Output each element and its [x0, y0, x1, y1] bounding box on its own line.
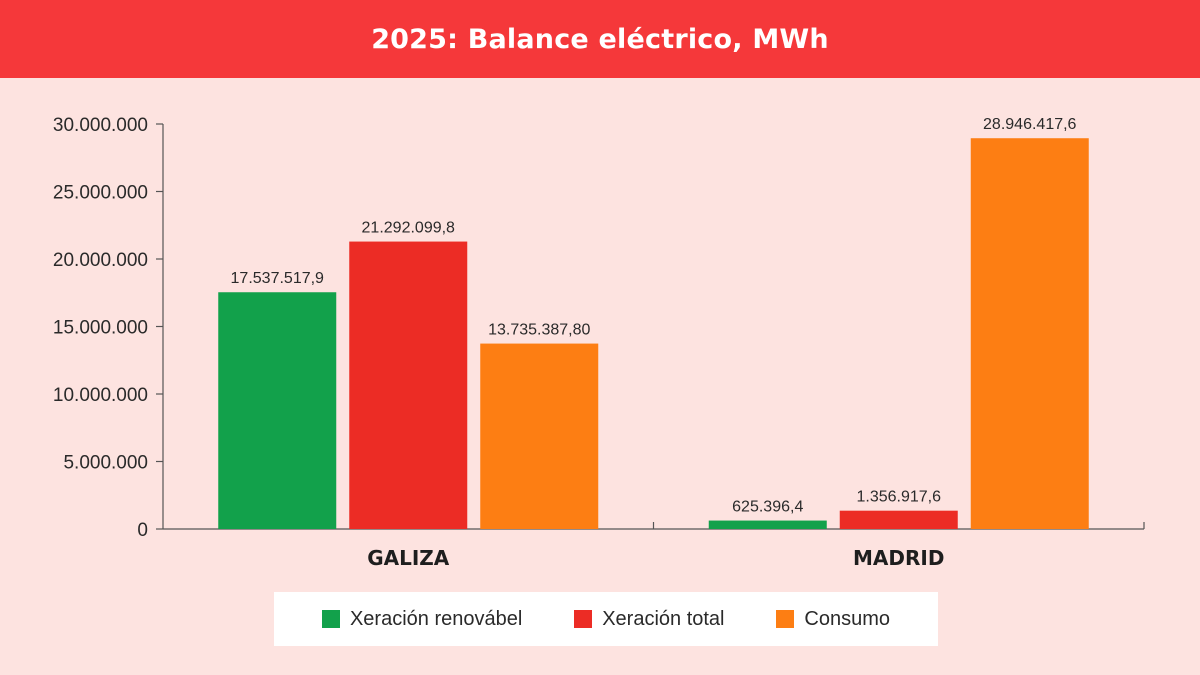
legend-label: Xeración total	[602, 607, 725, 630]
y-tick-label: 30.000.000	[53, 115, 148, 136]
chart-title: 2025: Balance eléctrico, MWh	[371, 23, 829, 55]
y-tick-label: 25.000.000	[53, 183, 148, 204]
legend: Xeración renovábel Xeración total Consum…	[274, 592, 938, 646]
legend-item-renovable: Xeración renovábel	[321, 607, 523, 631]
bar	[218, 292, 337, 529]
bar	[480, 343, 599, 529]
legend-label: Consumo	[804, 607, 891, 630]
legend-item-consumo: Consumo	[776, 608, 890, 631]
y-tick-label: 20.000.000	[53, 250, 148, 271]
data-label: 625.396,4	[732, 499, 803, 516]
y-tick-label: 10.000.000	[53, 385, 148, 406]
chart-header: 2025: Balance eléctrico, MWh	[0, 0, 1200, 78]
data-label: 28.946.417,6	[983, 116, 1077, 133]
y-tick-label: 15.000.000	[53, 318, 148, 339]
y-tick-label: 0	[137, 520, 148, 541]
data-label: 1.356.917,6	[856, 489, 941, 506]
data-label: 21.292.099,8	[362, 220, 456, 237]
bar	[708, 520, 827, 529]
data-label: 17.537.517,9	[231, 270, 325, 287]
bar	[970, 138, 1089, 529]
legend-swatch-total	[574, 610, 593, 628]
y-tick-label: 5.000.000	[63, 453, 148, 474]
bar	[839, 510, 958, 529]
category-label: GALIZA	[367, 546, 450, 570]
legend-swatch-consumo	[776, 610, 795, 628]
bar	[349, 241, 468, 530]
data-label: 13.735.387,80	[488, 322, 590, 339]
legend-item-total: Xeración total	[574, 607, 725, 631]
legend-label: Xeración renovábel	[349, 607, 523, 630]
category-label: MADRID	[853, 546, 944, 570]
legend-swatch-renovable	[321, 610, 340, 628]
